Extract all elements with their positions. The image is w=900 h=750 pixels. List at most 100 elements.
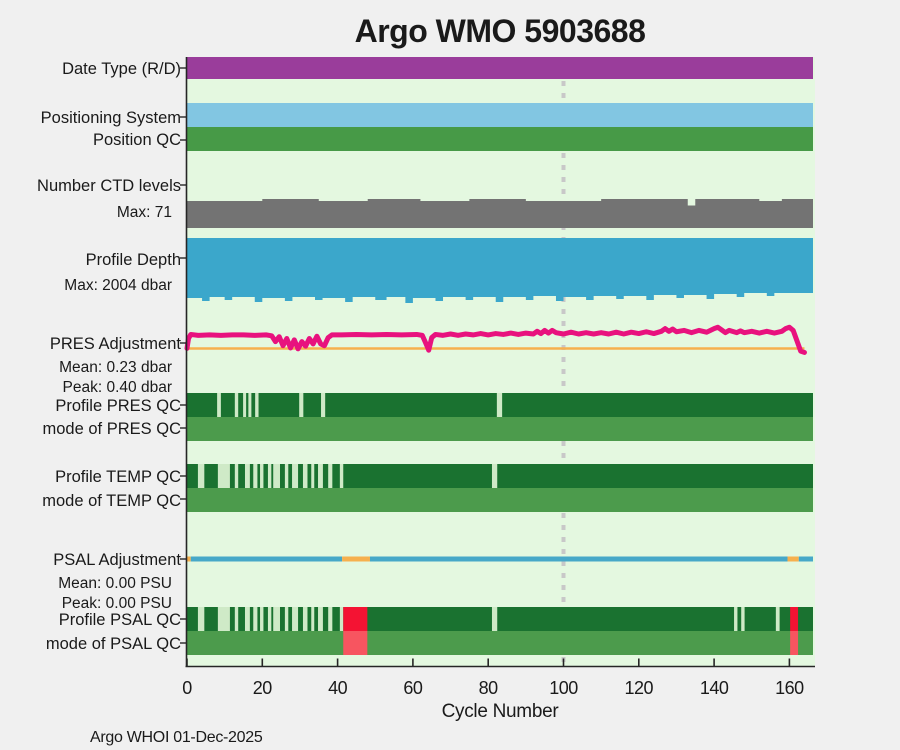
psal-qc-profile-band-stripe	[734, 607, 738, 631]
temp-qc-profile-band-stripe	[273, 464, 280, 488]
x-tick-label-100: 100	[549, 678, 578, 698]
label-mode-psal-qc: mode of PSAL QC	[46, 635, 181, 653]
label-profile-temp-qc: Profile TEMP QC	[55, 468, 181, 486]
positioning-system-band	[187, 103, 813, 127]
psal-qc-profile-band-stripe	[244, 607, 250, 631]
pres-qc-profile-band-stripe	[255, 393, 259, 417]
psal-qc-profile-band-stripe	[775, 607, 780, 631]
temp-qc-profile-band-stripe	[339, 464, 344, 488]
pres-adjustment-line	[184, 324, 807, 355]
psal-qc-profile-band-stripe	[273, 607, 280, 631]
label-mode-pres-qc: mode of PRES QC	[43, 420, 182, 438]
psal-qc-profile-band-stripe	[284, 607, 289, 631]
temp-qc-profile-band-stripe	[491, 464, 498, 488]
psal-qc-mode-band-alert	[790, 631, 799, 655]
label-profile-psal-qc: Profile PSAL QC	[59, 611, 181, 629]
x-axis-label: Cycle Number	[442, 701, 560, 722]
psal-qc-profile-band-stripe	[197, 607, 205, 631]
profile-depth-band	[187, 238, 813, 303]
psal-adjustment-line-ok	[798, 556, 813, 562]
x-tick-label-120: 120	[625, 678, 654, 698]
label-mode-temp-qc: mode of TEMP QC	[42, 492, 181, 510]
temp-qc-profile-band-stripe	[267, 464, 272, 488]
psal-adjustment-line-warn	[187, 556, 191, 562]
temp-qc-profile-band-stripe	[302, 464, 308, 488]
x-tick-label-20: 20	[253, 678, 273, 698]
pres-qc-profile-band-stripe	[234, 393, 239, 417]
psal-qc-mode-band-alert	[343, 631, 368, 655]
label-ctd-max: Max: 71	[117, 204, 172, 221]
psal-qc-profile-band-alert	[343, 607, 368, 631]
temp-qc-profile-band-stripe	[284, 464, 289, 488]
psal-qc-profile-band-stripe	[311, 607, 315, 631]
psal-qc-profile-band-stripe	[318, 607, 323, 631]
pres-qc-profile-band-stripe	[321, 393, 326, 417]
psal-adjustment-line-warn	[787, 556, 799, 562]
temp-qc-profile-band-stripe	[234, 464, 239, 488]
ctd-levels-band	[187, 199, 813, 228]
psal-qc-profile-band-stripe	[741, 607, 745, 631]
label-pres-mean: Mean: 0.23 dbar	[59, 359, 172, 376]
x-tick-label-0: 0	[182, 678, 192, 698]
chart-title: Argo WMO 5903688	[355, 13, 646, 49]
label-profile-pres-qc: Profile PRES QC	[55, 397, 181, 415]
x-tick-label-40: 40	[328, 678, 348, 698]
x-tick-label-60: 60	[403, 678, 423, 698]
temp-qc-mode-band	[187, 488, 813, 512]
psal-qc-profile-band-stripe	[491, 607, 498, 631]
psal-qc-profile-band-stripe	[253, 607, 258, 631]
plot-area	[180, 57, 815, 668]
temp-qc-profile-band-stripe	[318, 464, 323, 488]
pres-qc-profile-band-stripe	[217, 393, 221, 417]
pres-qc-profile-band-stripe	[299, 393, 304, 417]
psal-qc-profile-band-stripe	[302, 607, 308, 631]
label-profile-depth: Profile Depth	[86, 251, 181, 269]
temp-qc-profile-band-stripe	[328, 464, 333, 488]
psal-qc-profile-band-stripe	[292, 607, 299, 631]
psal-adjustment-line-ok	[190, 556, 343, 562]
x-tick-label-80: 80	[479, 678, 499, 698]
temp-qc-profile-band-stripe	[217, 464, 230, 488]
label-psal-mean: Mean: 0.00 PSU	[58, 575, 172, 592]
psal-qc-profile-band-stripe	[339, 607, 344, 631]
x-tick-label-160: 160	[775, 678, 804, 698]
label-date-type: Date Type (R/D)	[62, 60, 181, 78]
pres-qc-profile-band-stripe	[243, 393, 247, 417]
psal-adjustment-line-warn	[342, 556, 370, 562]
psal-adjustment-line-ok	[369, 556, 788, 562]
psal-qc-profile-band-stripe	[328, 607, 333, 631]
psal-qc-profile-band-stripe	[234, 607, 239, 631]
label-positioning-system: Positioning System	[41, 109, 181, 127]
pres-qc-profile-band-stripe	[496, 393, 503, 417]
psal-qc-mode-band	[187, 631, 813, 655]
temp-qc-profile-band-stripe	[253, 464, 258, 488]
pres-qc-profile-band-stripe	[248, 393, 252, 417]
temp-qc-profile-band	[187, 464, 813, 488]
temp-qc-profile-band-stripe	[197, 464, 205, 488]
x-tick-label-140: 140	[700, 678, 729, 698]
row-labels: Date Type (R/D) Positioning System Posit…	[37, 60, 181, 653]
pres-qc-mode-band	[187, 417, 813, 441]
label-psal-peak: Peak: 0.00 PSU	[62, 595, 172, 612]
psal-qc-profile-band	[187, 607, 813, 631]
position-qc-band	[187, 127, 813, 151]
label-position-qc: Position QC	[93, 131, 181, 149]
psal-qc-profile-band-stripe	[260, 607, 264, 631]
temp-qc-profile-band-stripe	[292, 464, 299, 488]
psal-qc-profile-band-stripe	[217, 607, 230, 631]
figure-caption: Argo WHOI 01-Dec-2025	[90, 729, 263, 746]
label-pres-adjustment: PRES Adjustment	[50, 335, 182, 353]
psal-qc-profile-band-stripe	[267, 607, 272, 631]
label-number-ctd-levels: Number CTD levels	[37, 177, 181, 195]
x-tick-labels: 0 20 40 60 80 100 120 140 160	[182, 678, 804, 698]
label-pres-peak: Peak: 0.40 dbar	[63, 379, 172, 396]
label-psal-adjustment: PSAL Adjustment	[53, 551, 181, 569]
plot-background	[186, 57, 815, 667]
date-type-band	[187, 57, 813, 79]
label-depth-max: Max: 2004 dbar	[64, 277, 172, 294]
temp-qc-profile-band-stripe	[311, 464, 315, 488]
temp-qc-profile-band-stripe	[260, 464, 264, 488]
temp-qc-profile-band-stripe	[244, 464, 250, 488]
psal-qc-profile-band-alert	[790, 607, 799, 631]
